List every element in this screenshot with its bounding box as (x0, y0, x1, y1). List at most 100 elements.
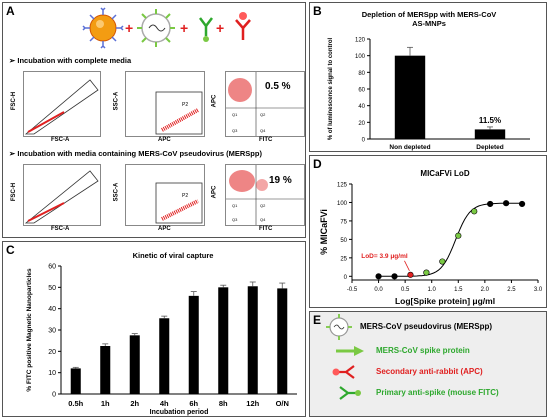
y-tick-label: 10 (48, 370, 56, 377)
x-axis-label: Incubation period (150, 409, 209, 416)
data-point (375, 273, 382, 280)
legend-spike-protein: MERS-CoV spike protein (376, 346, 470, 355)
y-axis-label: % of luminescence signal to control (328, 37, 334, 140)
x-tick-label: 2.0 (481, 287, 490, 293)
x-tick-label: 1.0 (428, 287, 437, 293)
panel-a: A + + (2, 2, 306, 238)
plus-sign-1: + (125, 20, 133, 36)
flow-plot-quadrant-2: Q1 Q2 Q3 Q4 (225, 164, 305, 226)
bar (394, 55, 426, 139)
flow-plot-fsc-1 (23, 71, 101, 137)
panel-e-label: E (313, 313, 322, 327)
y-tick-label: 40 (358, 104, 365, 110)
chart-d: MICaFVi LoD 0 25 50 75 100 125 -0.5 0.0 0.5 1.0 1.5… (319, 169, 543, 306)
chart-title: MICaFVi LoD (420, 169, 469, 178)
fsc-a-label-1: FSC-A (51, 137, 70, 143)
x-tick-label: 1h (101, 399, 110, 408)
y-tick-label: 75 (340, 219, 347, 225)
y-axis-label: % FITC positive Magnetic Nanoparticles (26, 268, 33, 392)
fitc-label-1: FITC (259, 137, 273, 143)
panel-c-label: C (6, 243, 15, 257)
data-point (391, 273, 398, 280)
ssc-a-label-2: SSC-A (113, 182, 120, 202)
y-tick-label: 120 (355, 38, 366, 44)
bar (277, 288, 288, 394)
y-tick-label: 40 (48, 306, 56, 313)
chart-b: 0 20 40 60 80 100 120 Non depleted Depleted % of … (328, 37, 530, 151)
pseudovirus-icon (137, 9, 175, 47)
data-point (455, 232, 462, 239)
x-tick-label: 4h (160, 399, 169, 408)
x-tick-label: 3.0 (534, 287, 543, 293)
x-tick-label: 0.5 (401, 287, 410, 293)
data-point (503, 200, 510, 207)
panel-a-schematic: + + + (82, 7, 251, 49)
y-tick-label: 125 (337, 183, 348, 189)
section-2-title: ➢ Incubation with media containing MERS-… (9, 149, 262, 158)
panel-b-label: B (313, 4, 322, 18)
x-tick-label: 1.5 (454, 287, 463, 293)
y-tick-label: 60 (358, 88, 365, 94)
spike-protein-icon (336, 346, 364, 356)
data-point (407, 271, 414, 278)
legend-apc-antibody: Secondary anti-rabbit (APC) (376, 367, 483, 376)
x-tick-label: 0.5h (68, 399, 83, 408)
bar (218, 287, 229, 394)
ssc-a-label-1: SSC-A (113, 91, 120, 111)
y-tick-label: 80 (358, 71, 365, 77)
panel-a-label: A (6, 4, 15, 18)
y-tick-label: 60 (48, 264, 56, 271)
data-point (423, 269, 430, 276)
x-tick-label: O/N (276, 399, 289, 408)
y-tick-label: 0 (344, 275, 348, 281)
plus-sign-3: + (216, 20, 224, 36)
apc-y-label-2: APC (211, 185, 218, 199)
chart-c: 0 10 20 30 40 50 60 0.5h 1h 2h 4h 6h 8h 12h O/N Kinetic… (26, 251, 297, 416)
svg-text:Q4: Q4 (260, 128, 266, 133)
x-tick-label: 0.0 (374, 287, 383, 293)
lod-arrow (404, 260, 410, 272)
bar (247, 286, 258, 394)
lod-label: LoD= 3.9 μg/ml (361, 253, 408, 260)
y-tick-label: 100 (355, 54, 366, 60)
fsc-h-label-1: FSC-H (11, 91, 18, 111)
x-tick-label: 2h (130, 399, 139, 408)
data-point (487, 200, 494, 208)
legend-fitc-antibody: Primary anti-spike (mouse FITC) (376, 388, 499, 397)
y-tick-label: 25 (340, 256, 347, 262)
apc-antibody-icon (235, 12, 251, 40)
pseudovirus-icon (326, 314, 352, 340)
positive-percent-2: 19 % (269, 175, 292, 186)
x-tick-label: Non depleted (389, 144, 430, 151)
flow-plot-ssc-2: P2 (125, 164, 205, 226)
panel-c: C 0 10 20 30 40 50 60 0.5h 1h 2h 4h 6h 8h 12h O/N Kinet… (2, 241, 306, 417)
svg-text:Q2: Q2 (260, 112, 266, 117)
section-1-title: ➢ Incubation with complete media (9, 56, 132, 65)
svg-text:Q1: Q1 (232, 112, 238, 117)
svg-text:P2: P2 (182, 102, 188, 108)
svg-text:Q4: Q4 (260, 217, 266, 222)
x-tick-label: 8h (219, 399, 228, 408)
y-tick-label: 100 (337, 201, 348, 207)
y-tick-label: 20 (358, 121, 365, 127)
y-axis-label: % MICaFVi (319, 209, 329, 255)
bar (129, 335, 140, 394)
apc-x-label-2: APC (158, 226, 171, 232)
y-tick-label: 0 (362, 138, 366, 144)
fitc-antibody-icon (339, 386, 361, 400)
x-tick-label: 6h (189, 399, 198, 408)
apc-y-label-1: APC (211, 94, 218, 108)
magnetic-nanoparticle-icon (82, 7, 124, 49)
svg-text:Q3: Q3 (232, 128, 238, 133)
chart-title: Kinetic of viral capture (133, 251, 214, 260)
fsc-a-label-2: FSC-A (51, 226, 70, 232)
fitc-label-2: FITC (259, 226, 273, 232)
x-tick-label: 12h (246, 399, 259, 408)
svg-text:Q3: Q3 (232, 217, 238, 222)
svg-text:Q2: Q2 (260, 203, 266, 208)
apc-antibody-icon (332, 365, 355, 379)
svg-text:Q1: Q1 (232, 203, 238, 208)
y-tick-label: 50 (48, 285, 56, 292)
x-axis-label: Log[Spike protein] μg/ml (395, 296, 495, 306)
flow-plot-ssc-1: P2 (125, 71, 205, 137)
